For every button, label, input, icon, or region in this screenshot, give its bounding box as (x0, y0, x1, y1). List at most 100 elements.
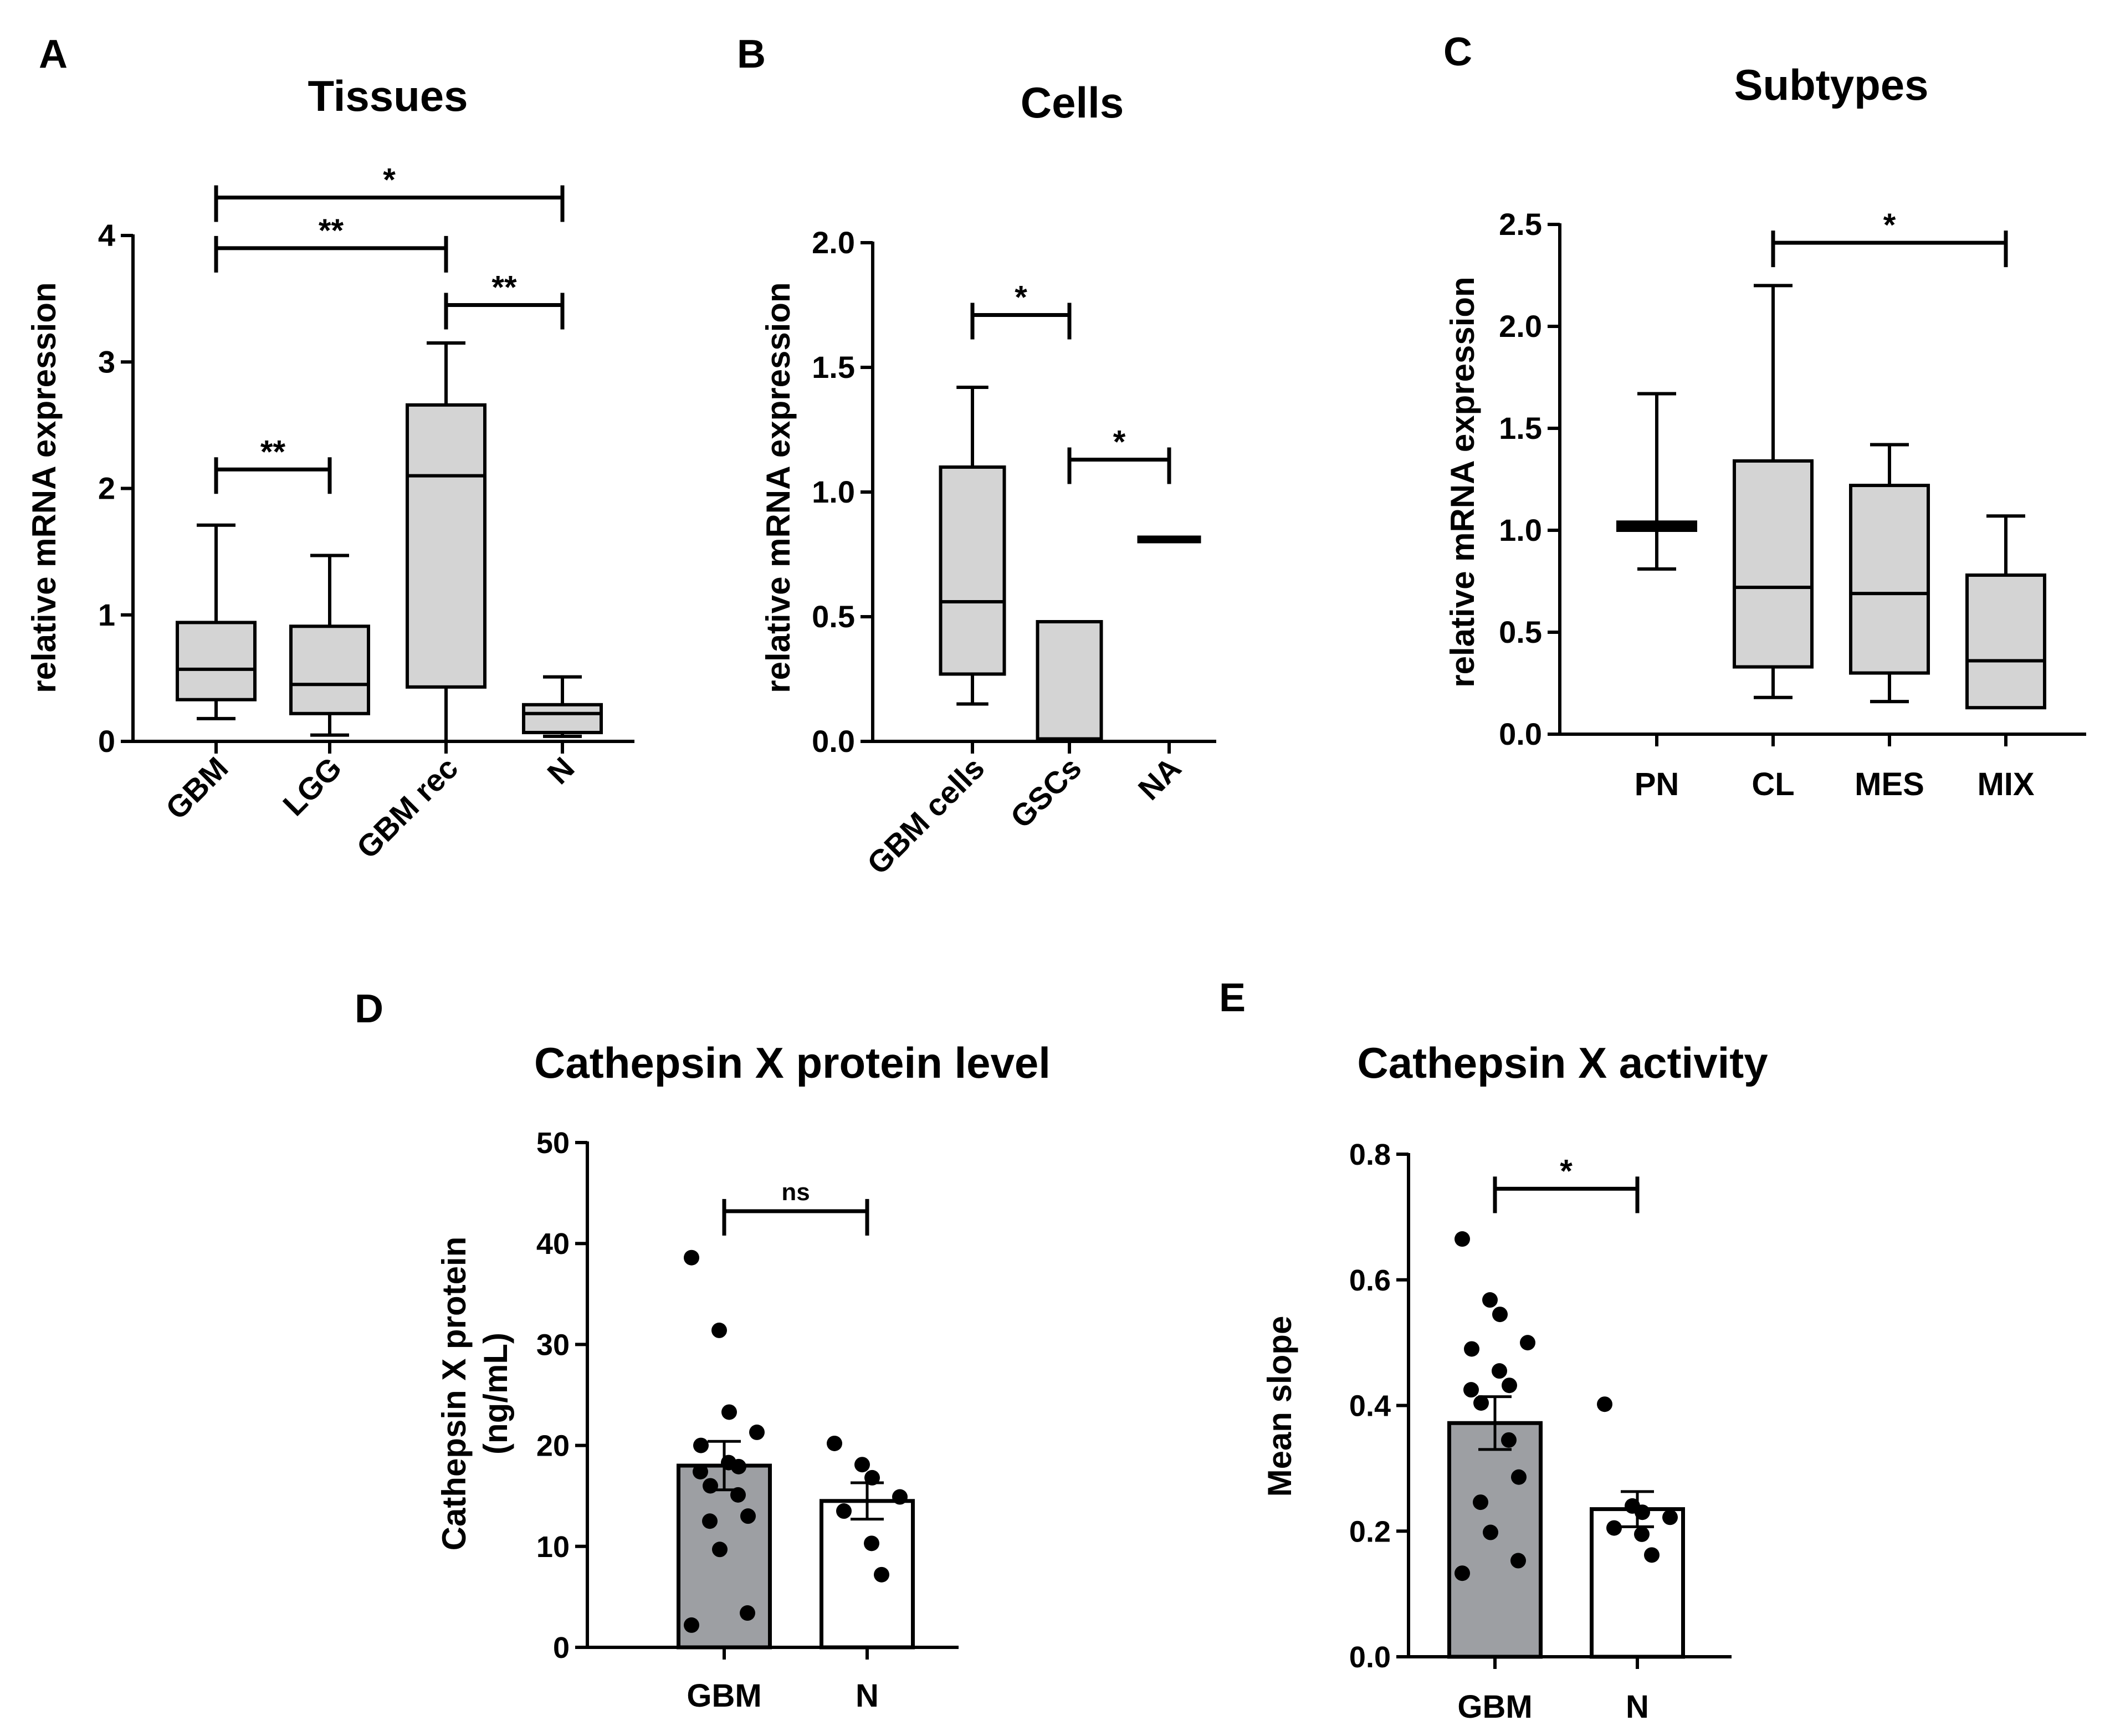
x-tick-label: GBM cells (860, 750, 991, 881)
box (406, 403, 486, 689)
y-tick-label: 4 (98, 218, 115, 253)
y-tick-label: 0 (98, 724, 115, 759)
panel-a-chart: Tissues relative mRNA expression 0 1 2 3 4 GBM L… (25, 71, 634, 865)
data-point (874, 1566, 889, 1583)
data-point (749, 1424, 765, 1440)
data-point (693, 1463, 708, 1479)
significance-label: ** (491, 270, 517, 306)
y-tick-label: 2.0 (812, 225, 855, 260)
data-point (1635, 1504, 1650, 1520)
bar (1447, 1421, 1543, 1659)
y-tick-label: 0.0 (1499, 716, 1542, 751)
x-tick-label: GBM rec (350, 750, 464, 865)
x-tick-label: MIX (1977, 766, 2034, 802)
panel-letter-c: C (1443, 30, 1472, 74)
data-point (1464, 1341, 1479, 1357)
y-tick-label: 40 (536, 1227, 570, 1261)
y-tick-label: 0 (553, 1631, 570, 1665)
panel-letter-b: B (737, 32, 766, 76)
y-tick-label: 1.0 (1499, 513, 1542, 547)
bar (677, 1463, 772, 1650)
y-tick-label: 0.8 (1349, 1138, 1391, 1171)
data-point (1606, 1520, 1622, 1536)
bar (820, 1499, 915, 1650)
data-point (1502, 1377, 1517, 1394)
box (939, 465, 1006, 676)
data-point (740, 1508, 756, 1524)
x-tick-label: LGG (276, 750, 348, 822)
y-tick-label: 2 (98, 471, 115, 506)
data-point (1520, 1335, 1535, 1351)
y-tick-label: 1 (98, 597, 115, 632)
data-point (1662, 1509, 1678, 1525)
x-tick-label: GBM (687, 1678, 761, 1714)
significance-label: * (1560, 1153, 1573, 1189)
x-tick-label: GSCs (1003, 750, 1088, 834)
data-point (1492, 1363, 1507, 1379)
panel-b-chart: Cells relative mRNA expression 0.0 0.5 1.0 1.… (760, 78, 1216, 881)
y-tick-label: 10 (536, 1530, 570, 1564)
box (1849, 484, 1930, 675)
y-tick-label: 0.0 (1349, 1641, 1391, 1674)
box (289, 624, 370, 715)
y-axis-label: relative mRNA expression (25, 282, 63, 693)
box (1965, 573, 2046, 710)
y-tick-label: 1.5 (812, 350, 855, 385)
panel-letter-e: E (1219, 976, 1246, 1020)
chart-title: Cathepsin X protein level (534, 1038, 1051, 1087)
x-tick-label: N (540, 750, 581, 791)
panel-letter-a: A (39, 32, 68, 76)
y-tick-label: 0.4 (1349, 1390, 1391, 1423)
chart-title: Cells (1021, 78, 1124, 127)
data-point (730, 1487, 746, 1503)
box (176, 621, 257, 701)
data-point (1501, 1432, 1517, 1448)
data-point (827, 1435, 842, 1451)
data-point (1455, 1231, 1470, 1247)
y-tick-label: 50 (536, 1126, 570, 1160)
data-point (1483, 1524, 1498, 1540)
chart-title: Tissues (308, 71, 468, 120)
y-tick-label: 2.0 (1499, 309, 1542, 344)
data-point (684, 1249, 699, 1266)
y-tick-label: 30 (536, 1328, 570, 1361)
data-point (1510, 1553, 1526, 1569)
y-tick-label: 1.0 (812, 474, 855, 509)
data-point (1482, 1292, 1498, 1308)
significance-label: ns (781, 1179, 810, 1206)
x-tick-label: N (856, 1678, 879, 1714)
panel-e-chart: Cathepsin X activity Mean slope 0.0 0.2 0.4 0… (1261, 1038, 1768, 1725)
x-tick-label: GBM (1457, 1689, 1532, 1725)
box (1733, 459, 1814, 669)
data-point (1473, 1494, 1488, 1510)
data-point (740, 1605, 755, 1621)
data-point (731, 1458, 746, 1474)
y-tick-label: 3 (98, 344, 115, 379)
panel-letter-d: D (355, 987, 383, 1031)
data-point (1473, 1395, 1489, 1411)
data-point (1455, 1565, 1470, 1581)
data-point (684, 1617, 699, 1633)
data-point (712, 1542, 728, 1558)
x-tick-label: N (1626, 1689, 1649, 1725)
y-tick-label: 0.5 (1499, 614, 1542, 649)
y-axis-label: Cathepsin X protein (ng/mL) (436, 1237, 514, 1551)
chart-title: Cathepsin X activity (1357, 1038, 1768, 1087)
data-point (703, 1478, 718, 1494)
x-tick-label: MES (1855, 766, 1924, 802)
x-tick-label: CL (1751, 766, 1794, 802)
y-axis-label: relative mRNA expression (1444, 276, 1481, 687)
y-tick-label: 1.5 (1499, 411, 1542, 445)
data-point (892, 1489, 908, 1505)
data-point (1511, 1469, 1527, 1485)
x-tick-label: NA (1131, 750, 1188, 807)
box (522, 703, 603, 735)
y-tick-label: 0.0 (812, 724, 855, 759)
panel-c-chart: Subtypes relative mRNA expression 0.0 0.5 1.… (1444, 60, 2086, 802)
x-tick-label: PN (1635, 766, 1679, 802)
data-point (836, 1503, 852, 1519)
data-point (1492, 1307, 1508, 1323)
data-point (702, 1513, 718, 1529)
data-point (864, 1469, 880, 1486)
